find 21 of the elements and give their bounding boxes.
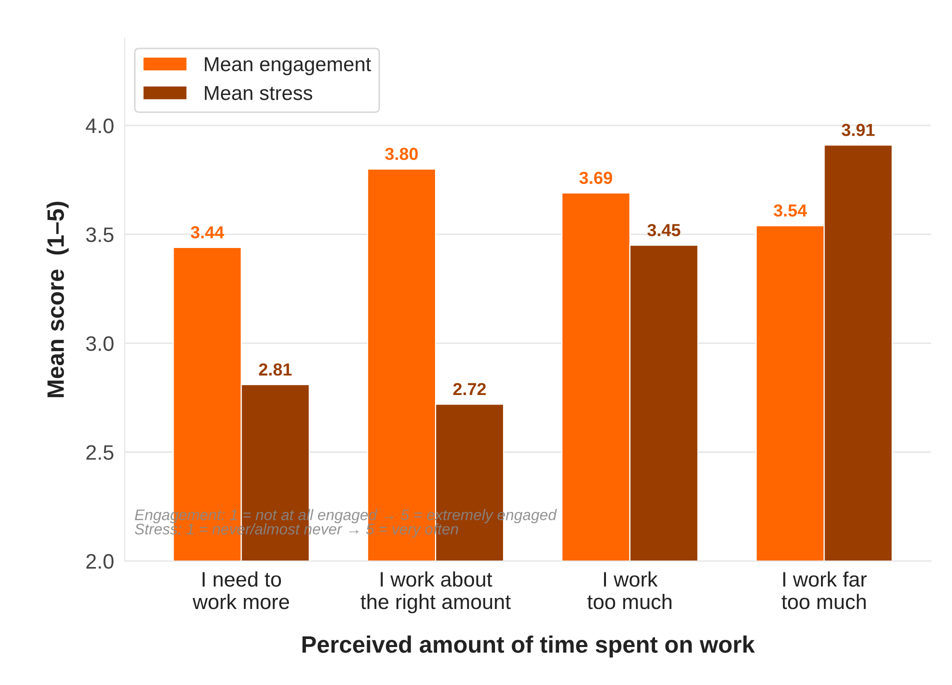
data-label: 2.81 [259,363,292,376]
data-label: 3.80 [385,148,418,160]
y-tick-label: 2.5 [86,445,114,460]
data-label: 2.72 [453,382,486,396]
x-tick-label: I work far too much [782,571,867,610]
x-tick-label: I need to work more [192,571,289,610]
y-tick-label: 3.0 [86,336,114,351]
y-axis-title: Mean score (1–5) [46,202,69,398]
data-label: 3.54 [774,204,807,217]
data-label: 3.45 [647,224,680,236]
data-label: 3.44 [190,226,224,238]
x-tick-label: I work about the right amount [360,571,511,614]
data-label: 3.69 [579,172,612,184]
data-label: 3.91 [842,124,875,136]
x-axis-title: Perceived amount of time spent on work [302,636,755,658]
y-tick-label: 3.5 [86,227,114,242]
y-tick-label: 2.0 [86,554,114,569]
legend-label: Mean engagement [204,57,372,76]
x-tick-label: I work too much [587,571,672,610]
legend-label: Mean stress [204,86,312,100]
y-tick-label: 4.0 [86,118,114,134]
